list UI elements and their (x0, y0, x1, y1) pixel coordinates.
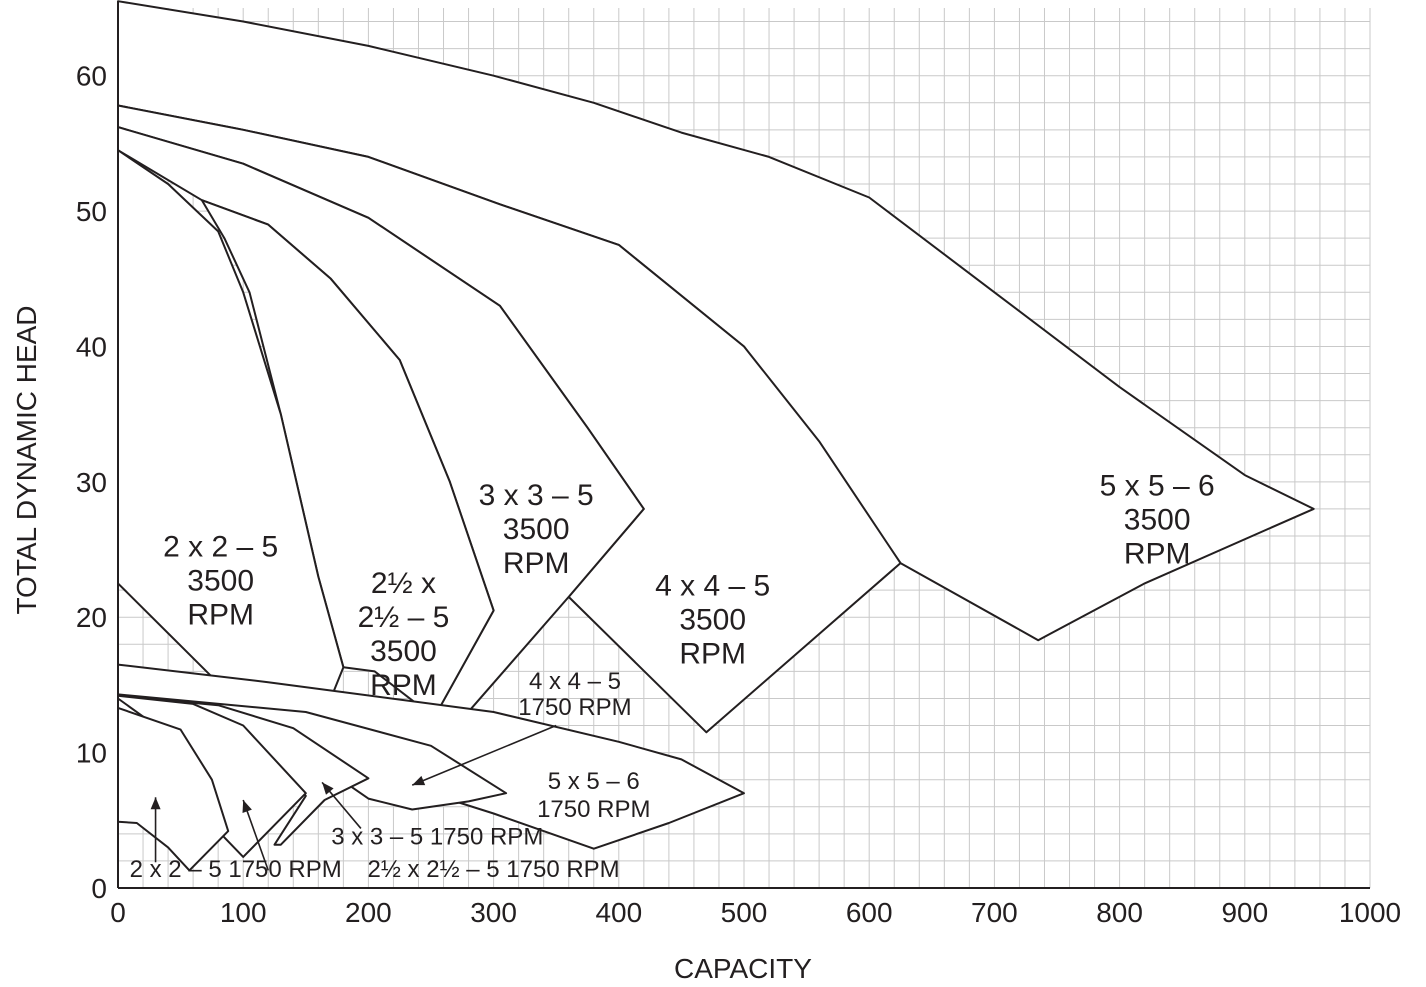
x-tick-label: 600 (846, 897, 893, 928)
region-label-line: 3500 (679, 604, 746, 637)
callout-arrow (242, 799, 269, 871)
axes (117, 7, 1370, 889)
callout-label: 2 x 2 – 5 1750 RPM (130, 856, 342, 883)
callout-label-line: 4 x 4 – 5 (529, 668, 621, 695)
x-tick-label: 100 (220, 897, 267, 928)
annotations: 4 x 4 – 5 1750 RPM 3 x 3 – 5 1750 RPM 2½ x … (130, 668, 632, 883)
region-label-line: 4 x 4 – 5 (655, 570, 770, 603)
pump-regions (117, 0, 1315, 872)
region-label-line: RPM (503, 547, 570, 580)
callout-arrowhead (242, 800, 252, 813)
region-label-2: 3 x 3 – 5 3500 RPM (479, 479, 594, 580)
region-label-line: RPM (187, 598, 254, 631)
pump-region-4 (117, 149, 345, 700)
x-tick-label: 1000 (1339, 897, 1401, 928)
callout-label-line: 3 x 3 – 5 1750 RPM (331, 824, 543, 851)
region-label-line: RPM (1124, 537, 1191, 570)
region-label-line: RPM (370, 669, 437, 702)
tick-labels: 0 100 200 300 400 500 600 700 800 900 1000 0 10 20 30 4… (76, 61, 1401, 928)
region-label-line: 2½ – 5 (358, 601, 450, 634)
x-tick-label: 200 (345, 897, 392, 928)
region-label-line: 1750 RPM (537, 796, 650, 823)
y-tick-label: 30 (76, 467, 107, 498)
region-label-line: 5 x 5 – 6 (1100, 469, 1215, 502)
x-tick-label: 300 (470, 897, 517, 928)
region-label-line: 2 x 2 – 5 (163, 530, 278, 563)
region-label-line: 2½ x (371, 567, 436, 600)
y-tick-label: 20 (76, 602, 107, 633)
callout-label-line: 2 x 2 – 5 1750 RPM (130, 856, 342, 883)
x-tick-label: 700 (971, 897, 1018, 928)
x-tick-label: 0 (110, 897, 126, 928)
callout-1: 3 x 3 – 5 1750 RPM (321, 781, 543, 851)
callout-arrowhead (150, 797, 161, 810)
region-label-line: 3500 (370, 635, 437, 668)
region-label-5: 5 x 5 – 6 1750 RPM (537, 768, 650, 823)
region-label-1: 4 x 4 – 5 3500 RPM (655, 570, 770, 671)
region-label-line: 3500 (187, 564, 254, 597)
region-label-line: 5 x 5 – 6 (548, 768, 640, 795)
callout-label-line: 1750 RPM (518, 694, 631, 721)
callout-0: 4 x 4 – 5 1750 RPM (411, 668, 632, 786)
region-label-line: 3500 (503, 513, 570, 546)
callout-arrow (411, 724, 557, 786)
region-label-line: 3 x 3 – 5 (479, 479, 594, 512)
region-label-0: 5 x 5 – 6 3500 RPM (1100, 469, 1215, 570)
y-axis-title: TOTAL DYNAMIC HEAD (11, 305, 42, 614)
callout-arrowhead (412, 775, 426, 786)
x-tick-label: 800 (1096, 897, 1143, 928)
y-tick-label: 0 (91, 873, 107, 904)
callout-3: 2 x 2 – 5 1750 RPM (130, 797, 342, 883)
y-tick-label: 10 (76, 738, 107, 769)
pump-region-9 (117, 706, 230, 872)
callout-label: 2½ x 2½ – 5 1750 RPM (368, 856, 620, 883)
callout-label: 3 x 3 – 5 1750 RPM (331, 824, 543, 851)
x-axis-title: CAPACITY (674, 953, 812, 984)
y-tick-label: 40 (76, 331, 107, 362)
x-tick-label: 900 (1221, 897, 1268, 928)
y-tick-label: 50 (76, 196, 107, 227)
x-tick-label: 400 (595, 897, 642, 928)
callout-label-line: 2½ x 2½ – 5 1750 RPM (368, 856, 620, 883)
region-label-line: RPM (679, 638, 746, 671)
callout-2: 2½ x 2½ – 5 1750 RPM (242, 799, 620, 883)
x-tick-label: 500 (721, 897, 768, 928)
y-tick-label: 60 (76, 61, 107, 92)
callout-label: 4 x 4 – 5 1750 RPM (518, 668, 631, 721)
region-label-line: 3500 (1124, 503, 1191, 536)
region-label-4: 2 x 2 – 5 3500 RPM (163, 530, 278, 631)
callout-arrowhead (322, 782, 334, 795)
region-label-3: 2½ x 2½ – 5 3500 RPM (358, 567, 450, 702)
